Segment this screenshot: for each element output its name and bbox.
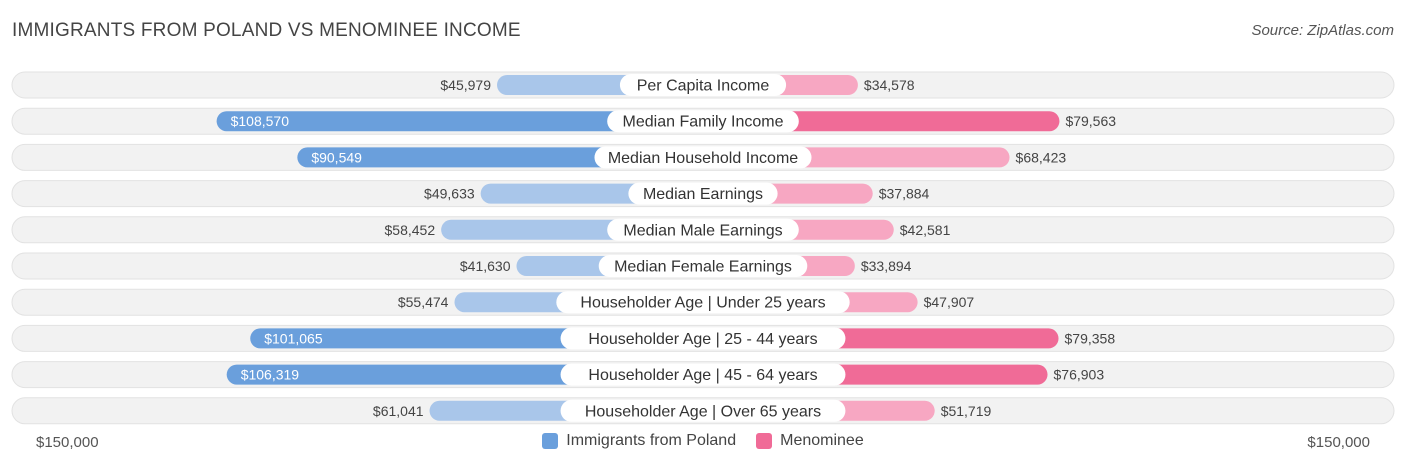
category-pill <box>598 255 808 277</box>
chart-row: $49,633 $37,884 Median Earnings <box>11 180 1395 208</box>
value-label-poland: $106,319 <box>241 367 300 383</box>
category-label: Householder Age | 25 - 44 years <box>588 331 817 348</box>
category-label: Per Capita Income <box>637 78 770 95</box>
value-label-poland: $108,570 <box>231 113 290 129</box>
legend-swatch-poland <box>542 433 559 449</box>
value-label-menominee: $47,907 <box>924 294 975 310</box>
chart-row: $101,065 $79,358 Householder Age | 25 - 44… <box>11 324 1395 352</box>
category-label: Householder Age | Under 25 years <box>580 295 825 312</box>
value-label-menominee: $33,894 <box>861 258 912 274</box>
category-pill <box>560 363 846 386</box>
axis-right-label: $150,000 <box>1307 434 1370 451</box>
category-pill <box>607 218 799 241</box>
value-label-menominee: $34,578 <box>864 77 915 93</box>
category-label: Median Male Earnings <box>623 222 782 239</box>
value-label-menominee: $79,563 <box>1065 113 1116 129</box>
chart-row: $106,319 $76,903 Householder Age | 45 - 64… <box>11 361 1395 389</box>
chart-row: $55,474 $47,907 Householder Age | Under 25… <box>11 288 1395 316</box>
value-label-poland: $58,452 <box>385 222 436 238</box>
bar-poland <box>216 111 704 132</box>
category-pill <box>594 146 812 169</box>
value-label-menominee: $79,358 <box>1065 330 1116 346</box>
value-label-poland: $45,979 <box>440 77 491 93</box>
category-pill <box>560 399 846 422</box>
value-label-poland: $90,549 <box>311 149 362 165</box>
chart-row: $58,452 $42,581 Median Male Earnings <box>11 216 1395 244</box>
category-label: Median Family Income <box>623 114 784 131</box>
legend-swatch-menominee <box>756 433 773 449</box>
axis-left-label: $150,000 <box>36 434 99 451</box>
legend-item-poland[interactable]: Immigrants from Poland <box>542 432 736 450</box>
legend-item-menominee[interactable]: Menominee <box>756 432 864 450</box>
value-label-menominee: $76,903 <box>1054 367 1105 383</box>
chart-row: $61,041 $51,719 Householder Age | Over 65 … <box>11 397 1395 425</box>
value-label-poland: $49,633 <box>424 186 475 202</box>
chart-row: $45,979 $34,578 Per Capita Income <box>11 71 1395 99</box>
value-label-menominee: $68,423 <box>1016 149 1067 165</box>
value-label-poland: $55,474 <box>398 294 449 310</box>
chart-row: $90,549 $68,423 Median Household Income <box>11 143 1395 171</box>
chart-row: $41,630 $33,894 Median Female Earnings <box>11 252 1395 280</box>
legend-label-poland: Immigrants from Poland <box>566 432 737 449</box>
category-label: Householder Age | Over 65 years <box>585 403 821 420</box>
category-label: Median Household Income <box>608 150 798 167</box>
chart-title: IMMIGRANTS FROM POLAND VS MENOMINEE INCO… <box>12 20 521 41</box>
category-label: Median Female Earnings <box>614 259 792 276</box>
category-label: Householder Age | 45 - 64 years <box>588 367 817 384</box>
category-pill <box>560 327 846 350</box>
value-label-menominee: $37,884 <box>879 186 930 202</box>
category-pill <box>607 110 799 133</box>
legend-label-menominee: Menominee <box>780 432 864 449</box>
chart-row: $108,570 $79,563 Median Family Income <box>11 107 1395 135</box>
value-label-menominee: $51,719 <box>941 403 992 419</box>
category-pill <box>556 291 850 314</box>
legend: Immigrants from Poland Menominee <box>0 432 1406 450</box>
value-label-poland: $101,065 <box>264 330 323 346</box>
category-label: Median Earnings <box>643 186 763 203</box>
category-pill <box>628 182 778 205</box>
value-label-menominee: $42,581 <box>900 222 951 238</box>
value-label-poland: $41,630 <box>460 258 511 274</box>
source-note: Source: ZipAtlas.com <box>1251 22 1394 39</box>
value-label-poland: $61,041 <box>373 403 424 419</box>
category-pill <box>619 74 787 96</box>
